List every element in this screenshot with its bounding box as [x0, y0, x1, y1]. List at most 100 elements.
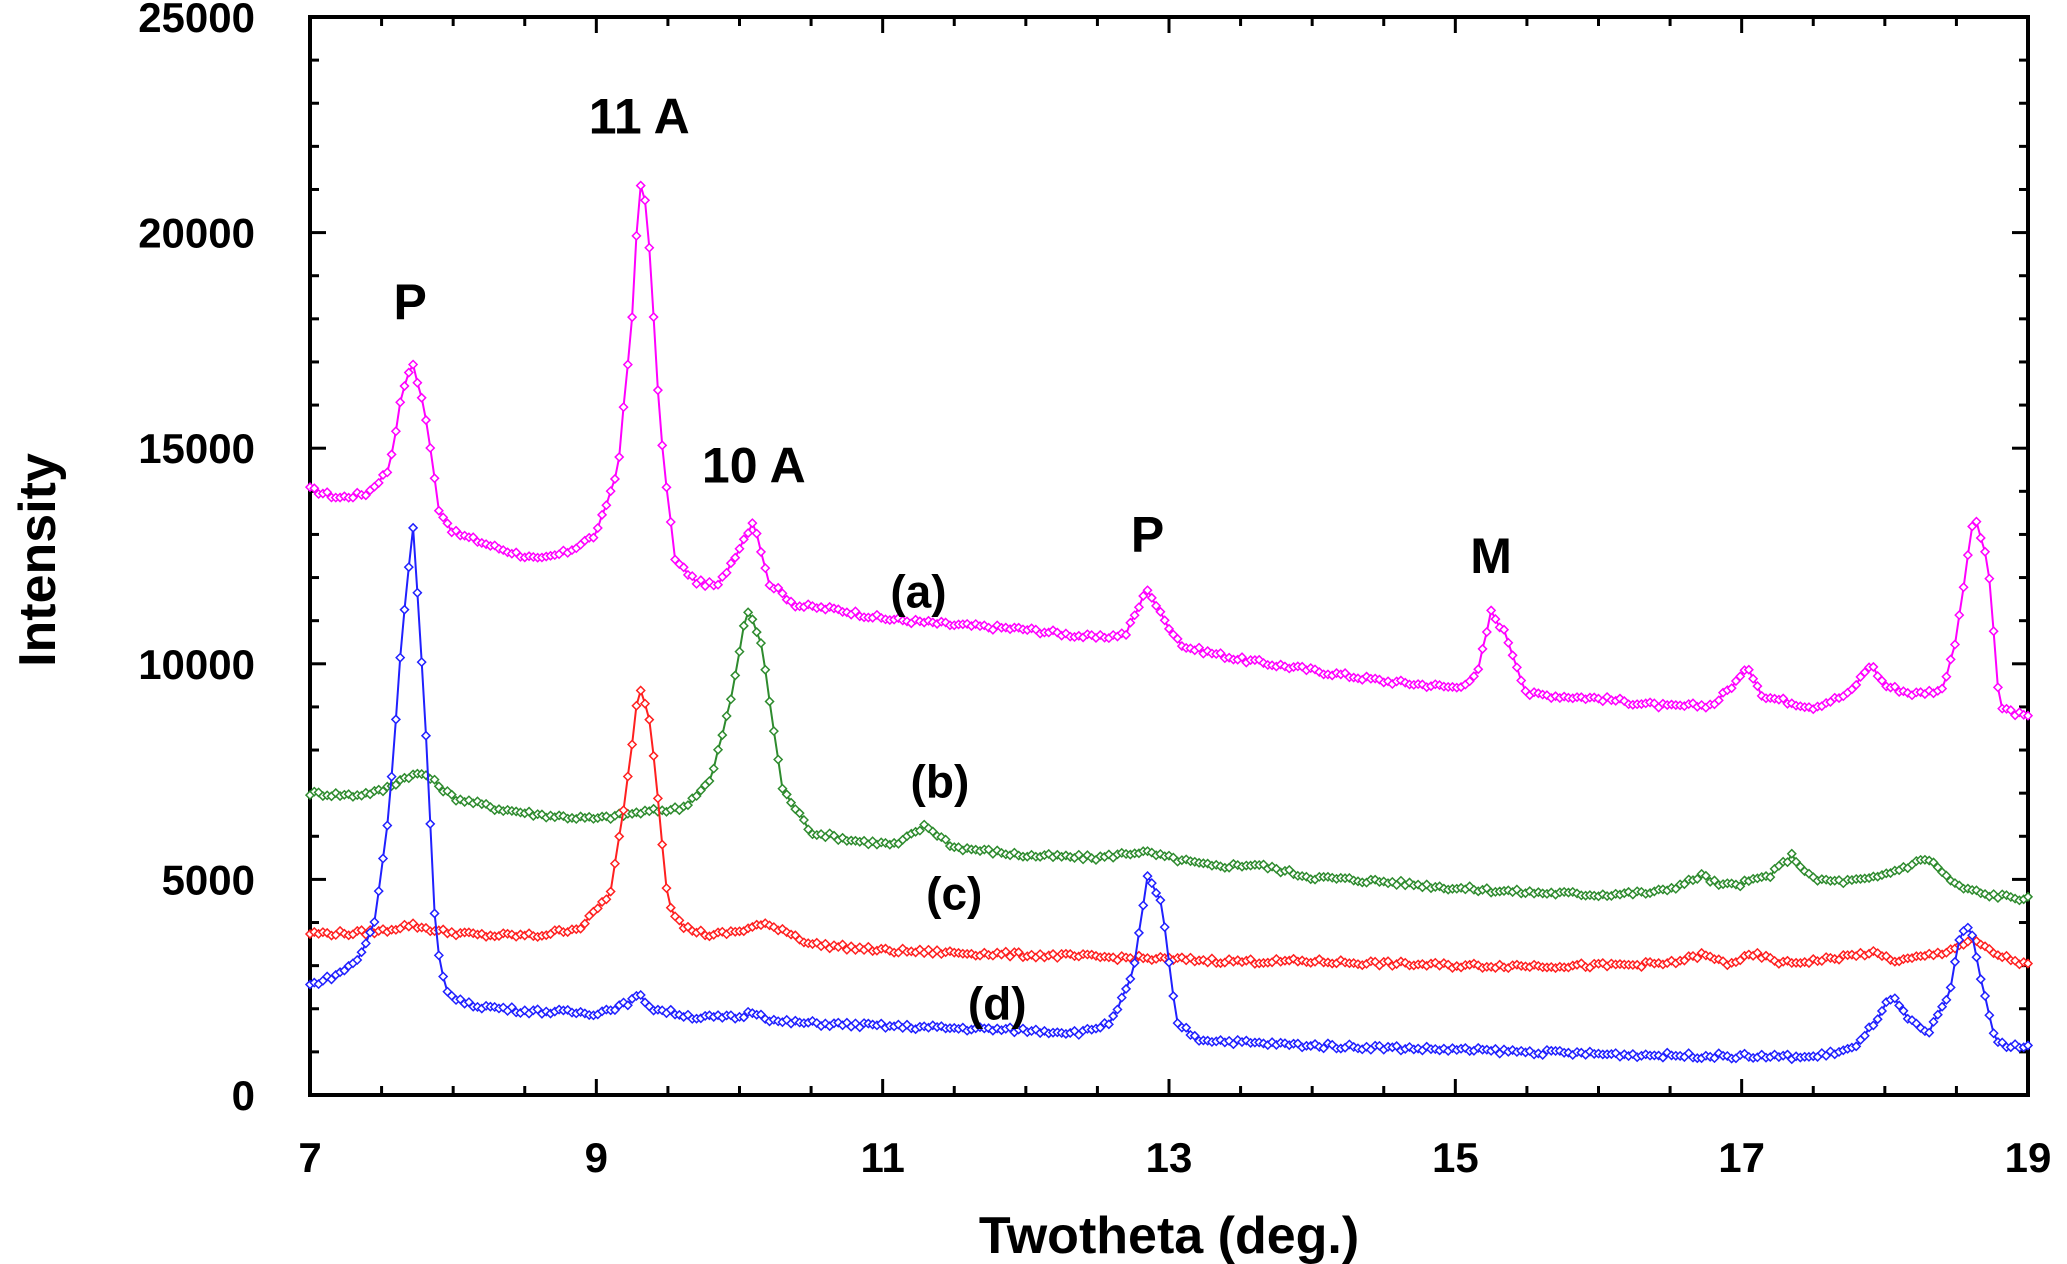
data-point [1129, 610, 1140, 621]
data-point [1082, 850, 1093, 861]
data-point [979, 620, 990, 631]
data-point [704, 775, 715, 787]
data-point [1778, 693, 1789, 704]
data-point [1765, 872, 1776, 883]
data-point [940, 834, 951, 845]
data-point [1490, 614, 1501, 625]
x-axis-title: Twotheta (deg.) [979, 1207, 1359, 1264]
data-point [377, 853, 389, 864]
data-point [1859, 1030, 1870, 1041]
data-point [773, 582, 784, 593]
data-point [1172, 633, 1183, 644]
peak-annotations: P 11 A 10 A P M [394, 88, 1512, 584]
data-point [725, 558, 736, 569]
data-point [408, 359, 419, 370]
data-point [433, 505, 444, 516]
data-point [798, 814, 809, 826]
data-point [747, 614, 758, 625]
data-point [618, 805, 629, 816]
peak-annotation: M [1470, 528, 1512, 584]
data-point [631, 700, 642, 711]
data-point [1967, 521, 1978, 532]
data-point [1382, 676, 1394, 687]
data-point [1816, 1048, 1827, 1059]
data-point [657, 1005, 668, 1016]
data-point [1481, 626, 1492, 638]
data-point [425, 442, 436, 454]
data-point [1700, 870, 1711, 881]
data-point [1726, 683, 1737, 694]
data-point [1735, 671, 1746, 682]
data-point [1666, 955, 1677, 966]
data-point [1142, 585, 1153, 596]
data-point [1992, 682, 2004, 693]
series-label: (d) [968, 978, 1027, 1030]
data-point [1159, 922, 1170, 933]
data-point [420, 415, 432, 426]
data-point [592, 903, 603, 914]
data-point [747, 518, 758, 529]
data-point [408, 522, 419, 533]
data-point [962, 618, 973, 629]
data-point [665, 902, 676, 913]
data-point [635, 685, 646, 696]
data-point [347, 492, 359, 503]
data-point [1120, 629, 1132, 640]
data-point [1889, 681, 1900, 692]
data-point [743, 528, 754, 539]
data-point [438, 971, 449, 982]
data-point [2014, 707, 2025, 718]
data-point [2022, 1040, 2034, 1051]
data-point [1151, 887, 1162, 899]
data-point [1159, 615, 1170, 626]
data-point [386, 449, 397, 460]
axis-ticks [308, 15, 2030, 1097]
data-point [1516, 675, 1527, 686]
data-point [678, 562, 689, 573]
data-point [360, 490, 371, 501]
data-point [309, 483, 320, 494]
data-point [652, 385, 663, 396]
data-point [322, 971, 333, 982]
data-point [1979, 990, 1991, 1002]
data-point [652, 793, 663, 804]
data-point [1133, 602, 1145, 613]
data-point [1713, 695, 1724, 706]
data-point [1176, 952, 1187, 963]
data-point [794, 808, 805, 819]
data-point [734, 646, 745, 657]
data-point [1945, 875, 1956, 886]
data-point [1267, 861, 1278, 872]
series-d [304, 522, 2034, 1065]
data-point [1958, 582, 1969, 593]
data-point [429, 908, 440, 919]
data-point [1954, 610, 1965, 621]
data-point [506, 1002, 517, 1013]
data-point [1116, 992, 1127, 1003]
data-point [1889, 993, 1900, 1004]
data-point [1503, 637, 1514, 648]
data-point [1984, 1010, 1995, 1021]
data-point [936, 1021, 947, 1032]
data-point [785, 596, 797, 607]
data-point [1155, 848, 1166, 860]
data-point [433, 781, 444, 792]
x-tick-label: 11 [860, 1134, 904, 1181]
data-point [1851, 1041, 1862, 1052]
data-point [433, 950, 444, 961]
data-point [1791, 856, 1802, 867]
data-point [1215, 648, 1226, 659]
data-point [768, 726, 779, 737]
data-point [1193, 642, 1205, 653]
data-point [1511, 662, 1522, 673]
data-point [1060, 628, 1071, 639]
data-point [1752, 947, 1763, 958]
data-point [365, 927, 376, 938]
data-point [425, 818, 436, 829]
data-point [468, 532, 479, 543]
data-point [373, 477, 384, 488]
data-point [695, 925, 706, 936]
data-point [627, 312, 638, 323]
data-point [536, 809, 547, 820]
data-point [648, 750, 659, 761]
